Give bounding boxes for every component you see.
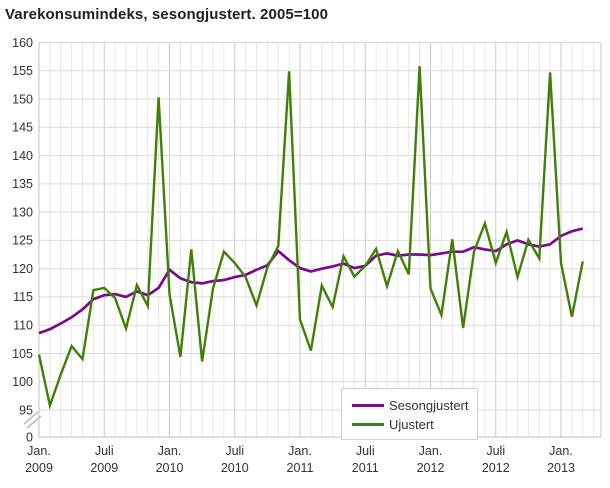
axis-break-stroke bbox=[26, 415, 42, 429]
y-tick-label: 100 bbox=[12, 375, 33, 389]
axis-break-marks bbox=[23, 411, 42, 429]
x-tick-label-month: Juli bbox=[356, 444, 375, 458]
legend: Sesongjustert Ujustert bbox=[341, 388, 478, 440]
legend-item-ujustert[interactable]: Ujustert bbox=[352, 415, 477, 434]
y-tick-label: 95 bbox=[19, 403, 33, 417]
x-tick-label-month: Juli bbox=[95, 444, 114, 458]
y-tick-label: 135 bbox=[12, 177, 33, 191]
x-tick-label-year: 2009 bbox=[25, 461, 53, 475]
ujustert-line-swatch bbox=[352, 423, 384, 426]
y-tick-label: 125 bbox=[12, 234, 33, 248]
y-tick-label: 120 bbox=[12, 262, 33, 276]
x-tick-label-month: Jan. bbox=[158, 444, 182, 458]
legend-label-sesongjustert: Sesongjustert bbox=[389, 398, 469, 413]
y-tick-label: 160 bbox=[12, 36, 33, 50]
series-line-ujustert[interactable] bbox=[37, 66, 584, 410]
y-tick-label: 140 bbox=[12, 149, 33, 163]
y-tick-label: 105 bbox=[12, 347, 33, 361]
x-tick-label-month: Jan. bbox=[419, 444, 443, 458]
axis-break-stroke bbox=[23, 411, 39, 425]
x-tick-label-month: Jan. bbox=[27, 444, 51, 458]
y-tick-label: 110 bbox=[13, 319, 33, 333]
legend-item-sesongjustert[interactable]: Sesongjustert bbox=[352, 396, 477, 415]
x-tick-label-month: Jan. bbox=[288, 444, 312, 458]
x-tick-label-month: Juli bbox=[486, 444, 505, 458]
x-tick-label-year: 2013 bbox=[547, 461, 575, 475]
y-axis-labels: 160 155 150 145 140 135 130 125 120 115 110 105 100 9… bbox=[12, 36, 33, 445]
x-axis-labels: Jan. 2009 Juli 2009 Jan. 2010 Juli 2010 Jan. 2011… bbox=[25, 444, 575, 475]
x-tick-label-year: 2012 bbox=[417, 461, 445, 475]
sesongjustert-line-swatch bbox=[352, 404, 384, 407]
x-tick-label-month: Jan. bbox=[549, 444, 573, 458]
x-gridlines bbox=[38, 42, 602, 437]
y-tick-label: 115 bbox=[13, 290, 33, 304]
x-tick-label-year: 2012 bbox=[482, 461, 510, 475]
x-tick-label-year: 2010 bbox=[221, 461, 249, 475]
y-tick-label: 145 bbox=[12, 121, 33, 135]
legend-label-ujustert: Ujustert bbox=[389, 417, 434, 432]
x-tick-label-year: 2011 bbox=[287, 461, 314, 475]
y-tick-label: 0 bbox=[26, 431, 33, 445]
x-tick-label-year: 2011 bbox=[352, 461, 379, 475]
x-tick-label-year: 2009 bbox=[90, 461, 118, 475]
x-tick-label-month: Juli bbox=[225, 444, 244, 458]
y-tick-label: 155 bbox=[12, 64, 33, 78]
chart-title: Varekonsumindeks, sesongjustert. 2005=10… bbox=[5, 6, 329, 23]
y-tick-label: 130 bbox=[12, 205, 33, 219]
y-tick-label: 150 bbox=[12, 92, 33, 106]
x-tick-label-year: 2010 bbox=[156, 461, 184, 475]
